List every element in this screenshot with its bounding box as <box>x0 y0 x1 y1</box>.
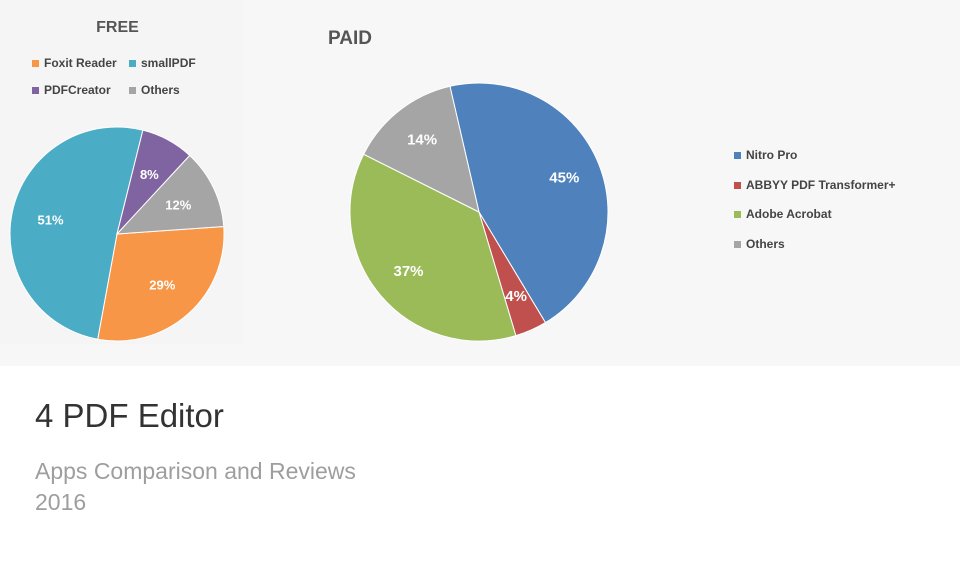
free-slice-label-3: 12% <box>165 198 191 213</box>
legend-label: Others <box>141 83 180 97</box>
legend-label: Adobe Acrobat <box>746 207 832 221</box>
legend-label: Others <box>746 237 785 251</box>
paid-legend-item-nitro: Nitro Pro <box>734 148 797 162</box>
legend-label: Foxit Reader <box>44 56 117 70</box>
paid-legend-item-abbyy: ABBYY PDF Transformer+ <box>734 178 896 192</box>
paid-slice-label-0: 45% <box>549 170 579 187</box>
legend-swatch <box>734 240 741 248</box>
paid-chart-title: PAID <box>328 28 372 49</box>
free-slice-label-2: 8% <box>140 167 159 182</box>
legend-label: smallPDF <box>141 56 196 70</box>
page-year: 2016 <box>35 489 87 515</box>
free-slice-label-1: 51% <box>38 213 64 228</box>
legend-swatch <box>734 151 741 159</box>
free-legend-item-others: Others <box>129 83 180 97</box>
legend-swatch <box>734 210 741 218</box>
paid-pie-chart: 45% 4% 37% 14% <box>349 82 609 342</box>
paid-slice-2 <box>349 153 517 342</box>
legend-swatch <box>32 86 39 94</box>
paid-slice-label-1: 4% <box>505 288 527 305</box>
legend-label: ABBYY PDF Transformer+ <box>746 178 896 192</box>
paid-slice-0 <box>449 82 609 324</box>
page-title: 4 PDF Editor <box>35 397 224 434</box>
free-legend-item-smallpdf: smallPDF <box>129 56 196 70</box>
paid-chart-legend: Nitro Pro ABBYY PDF Transformer+ Adobe A… <box>734 146 954 256</box>
free-slice-0 <box>97 226 225 342</box>
page-subtitle: Apps Comparison and Reviews <box>35 458 356 484</box>
free-slice-3 <box>115 154 225 235</box>
legend-swatch <box>734 181 741 189</box>
paid-legend-item-acrobat: Adobe Acrobat <box>734 207 832 221</box>
paid-legend-item-others: Others <box>734 237 785 251</box>
paid-slice-3 <box>362 85 480 213</box>
paid-slice-label-3: 14% <box>407 132 437 149</box>
free-pie-chart: 29% 51% 8% 12% <box>9 126 225 342</box>
free-chart-title: FREE <box>96 19 139 36</box>
legend-swatch <box>129 86 136 94</box>
legend-label: PDFCreator <box>44 83 111 97</box>
paid-slice-label-2: 37% <box>394 263 424 280</box>
free-slice-label-0: 29% <box>149 278 175 293</box>
legend-label: Nitro Pro <box>746 148 798 162</box>
legend-swatch <box>32 59 39 67</box>
free-legend-item-pdfcreator: PDFCreator <box>32 83 111 97</box>
free-chart-legend: Foxit Reader smallPDF PDFCreator Others <box>32 56 232 106</box>
free-legend-item-foxit: Foxit Reader <box>32 56 117 70</box>
free-slice-1 <box>9 126 144 340</box>
chart-area: FREE PAID Foxit Reader smallPDF PDFCreat… <box>9 19 954 342</box>
legend-swatch <box>129 59 136 67</box>
